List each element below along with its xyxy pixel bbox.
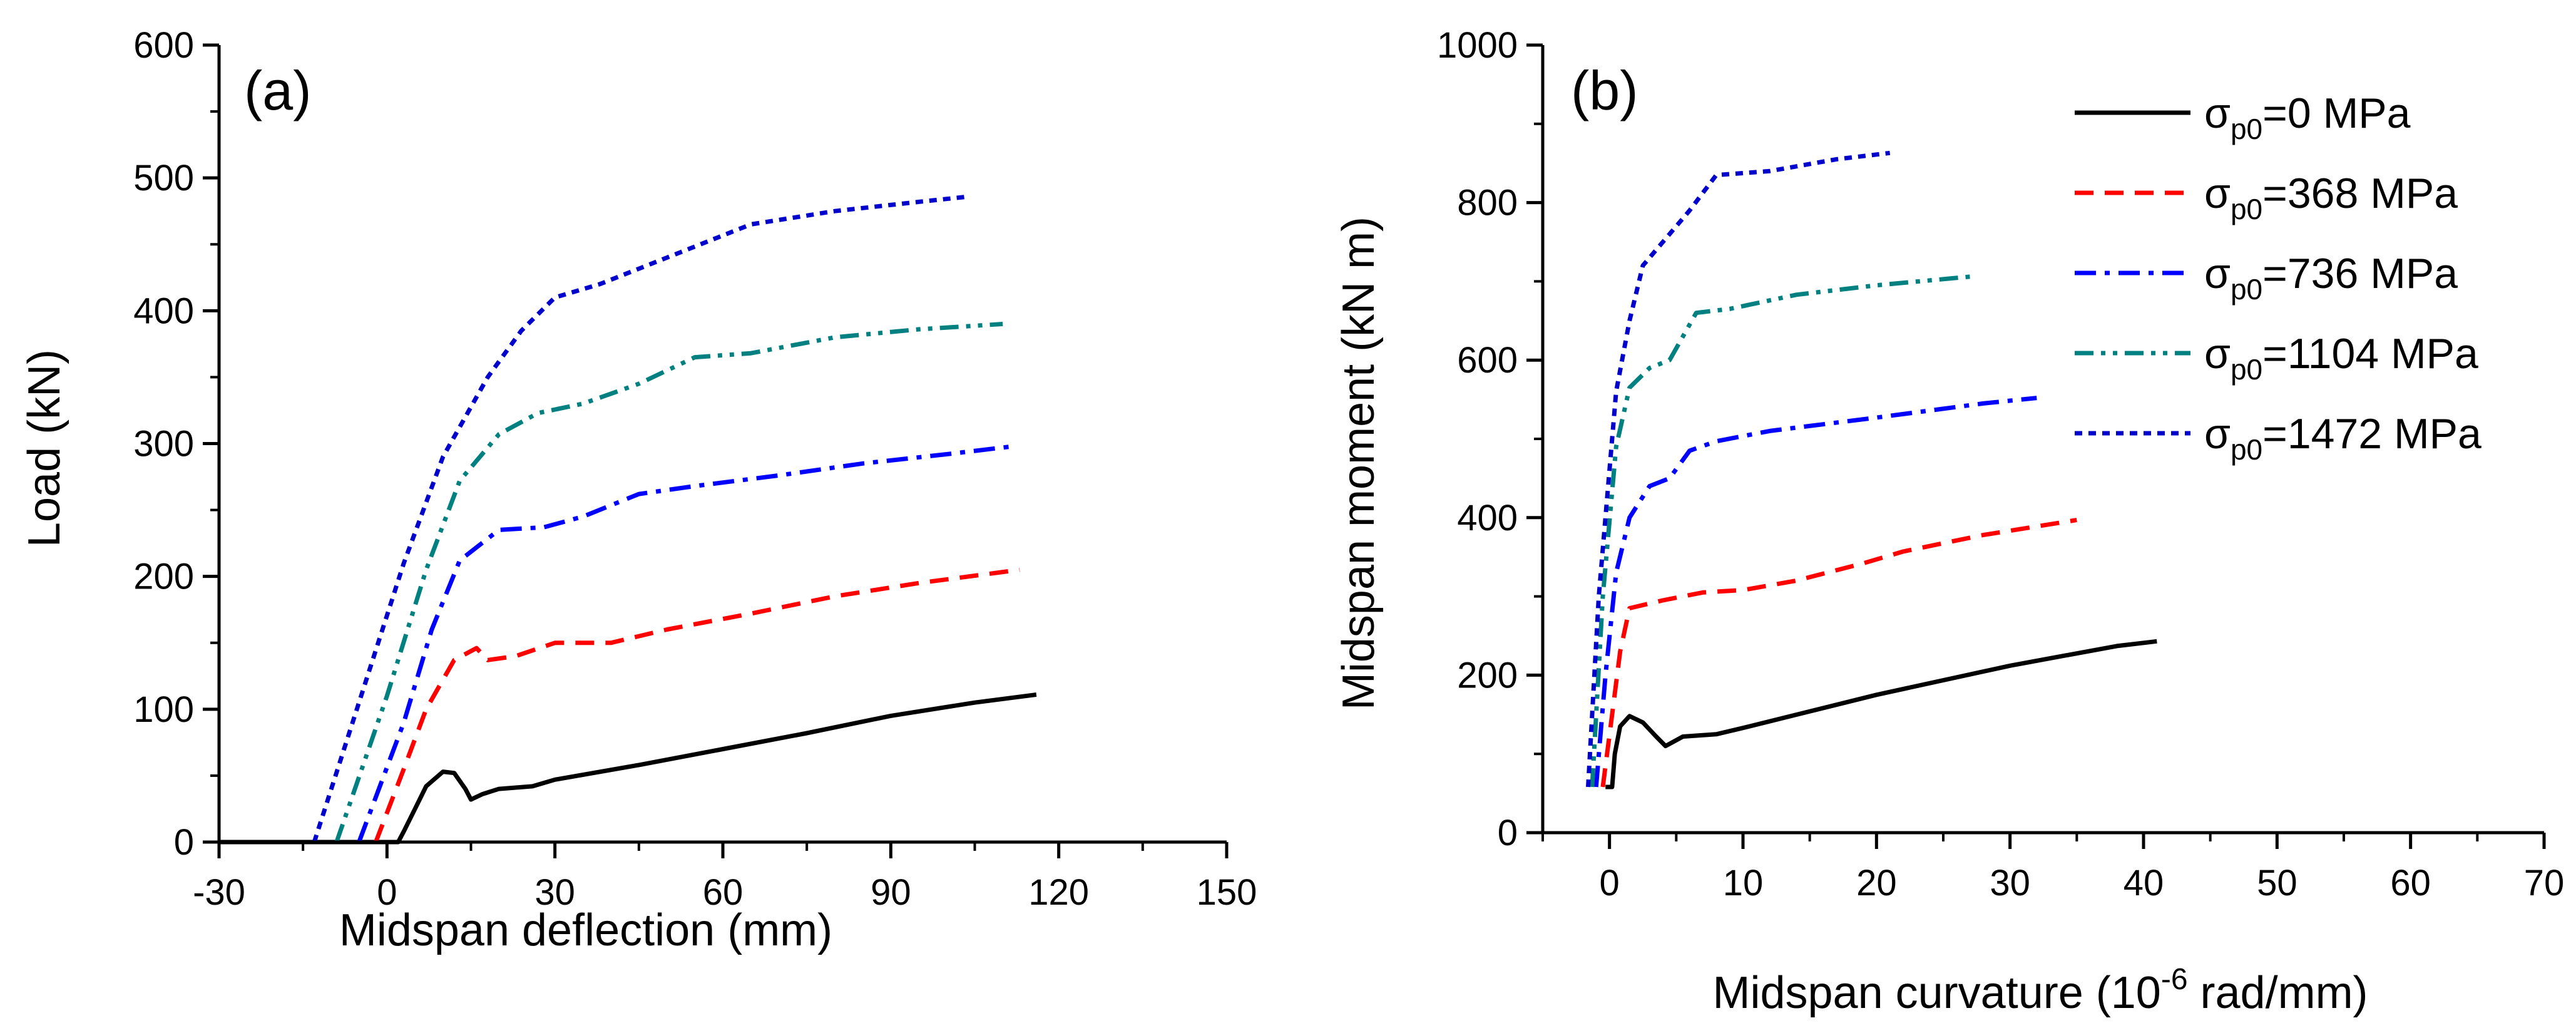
panel-a-y-tick-label: 100 — [133, 689, 194, 730]
panel-a-y-tick-label: 200 — [133, 557, 194, 597]
legend-label-text: =736 MPa — [2262, 250, 2458, 297]
legend-label-symbol: σ — [2204, 410, 2231, 458]
panel-b-label: (b) — [1571, 59, 1638, 121]
panel-b-x-tick-label: 60 — [2390, 863, 2431, 903]
panel-b-series-line-3 — [1593, 396, 2037, 788]
legend-label-subscript: p0 — [2231, 273, 2262, 306]
panel-b-x-tick-label: 50 — [2257, 863, 2297, 903]
panel-a-y-axis-label: Load (kN) — [19, 349, 69, 547]
legend-label-subscript: p0 — [2231, 433, 2262, 466]
panel-b-y-tick-label: 1000 — [1437, 25, 1518, 66]
panel-a-y-tick-label: 500 — [133, 158, 194, 198]
panel-b-x-tick-label: 40 — [2124, 863, 2164, 903]
panel-a-x-tick-label: 120 — [1028, 872, 1089, 913]
legend-label-subscript: p0 — [2231, 113, 2262, 145]
panel-a-y-tick-label: 0 — [174, 822, 194, 863]
panel-b-series-line-5 — [1586, 150, 1891, 788]
legend-label-1: σp0=0 MPa — [2204, 90, 2411, 145]
legend-label-text: =368 MPa — [2262, 170, 2458, 217]
panel-b-x-axis-label: Midspan curvature (10-6 rad/mm) — [1712, 963, 2368, 1018]
legend-label-symbol: σ — [2204, 170, 2231, 217]
panel-a-series-line-5 — [312, 194, 969, 843]
panel-b-series-line-4 — [1590, 274, 1971, 788]
panel-a-y-tick-label: 300 — [133, 424, 194, 465]
panel-a-series-line-2 — [374, 567, 1020, 843]
panel-b-y-axis-label: Midspan moment (kN m) — [1334, 217, 1384, 710]
legend-label-subscript: p0 — [2231, 353, 2262, 386]
panel-b-x-tick-label: 20 — [1856, 863, 1897, 903]
panel-b: (b) Midspan moment (kN m) Midspan curvat… — [1334, 25, 2564, 1018]
panel-b-x-axis-label-superscript: -6 — [2161, 963, 2188, 996]
panel-a-y-tick-label: 400 — [133, 290, 194, 331]
panel-b-y-tick-label: 200 — [1457, 655, 1518, 696]
panel-a-label: (a) — [244, 59, 312, 121]
legend-label-4: σp0=1104 MPa — [2204, 330, 2478, 386]
legend-label-text: =1104 MPa — [2262, 330, 2478, 378]
legend-label-text: =0 MPa — [2262, 90, 2410, 137]
panel-a-x-tick-label: 30 — [534, 872, 575, 913]
legend-label-text: =1472 MPa — [2262, 410, 2481, 458]
panel-b-y-tick-label: 400 — [1457, 498, 1518, 538]
legend-label-2: σp0=368 MPa — [2204, 170, 2458, 225]
legend-label-5: σp0=1472 MPa — [2204, 410, 2481, 466]
panel-b-y-tick-label: 0 — [1498, 813, 1518, 853]
panel-b-x-tick-label: 30 — [1990, 863, 2030, 903]
panel-b-y-tick-label: 600 — [1457, 340, 1518, 381]
panel-a-series-line-1 — [219, 692, 1037, 845]
panel-a-series-line-3 — [357, 444, 1015, 843]
panel-a-plot-area: -30 0 30 60 90 120 150 0 100 200 300 400 500 600 — [133, 25, 1257, 913]
legend-label-symbol: σ — [2204, 90, 2231, 137]
panel-a-x-tick-label: -30 — [193, 872, 245, 913]
panel-a-x-tick-label: 60 — [703, 872, 744, 913]
panel-a-x-tick-label: 0 — [377, 872, 397, 913]
panel-b-plot-area: 0 10 20 30 40 50 60 70 0 200 400 600 800 1000 — [1437, 25, 2564, 903]
panel-b-series-line-2 — [1600, 518, 2077, 788]
panel-b-y-tick-label: 800 — [1457, 183, 1518, 224]
panel-b-x-tick-label: 10 — [1723, 863, 1764, 903]
panel-b-x-axis-label-main: Midspan curvature (10 — [1712, 968, 2160, 1018]
panel-a-y-tick-label: 600 — [133, 25, 194, 66]
legend-label-symbol: σ — [2204, 250, 2231, 297]
panel-a: (a) Load (kN) Midspan deflection (mm) -3… — [19, 25, 1257, 955]
panel-b-x-axis-label-rest: rad/mm) — [2188, 968, 2368, 1018]
panel-a-x-tick-label: 150 — [1197, 872, 1257, 913]
legend-label-symbol: σ — [2204, 330, 2231, 378]
panel-a-x-tick-label: 90 — [871, 872, 911, 913]
panel-b-x-tick-label: 0 — [1600, 863, 1620, 903]
panel-a-series-line-4 — [334, 322, 1003, 843]
panel-a-x-axis-label: Midspan deflection (mm) — [339, 905, 832, 955]
panel-b-x-tick-label: 70 — [2524, 863, 2565, 903]
legend-label-subscript: p0 — [2231, 193, 2262, 225]
legend-label-3: σp0=736 MPa — [2204, 250, 2458, 306]
panel-b-series-line-1 — [1605, 639, 2157, 789]
